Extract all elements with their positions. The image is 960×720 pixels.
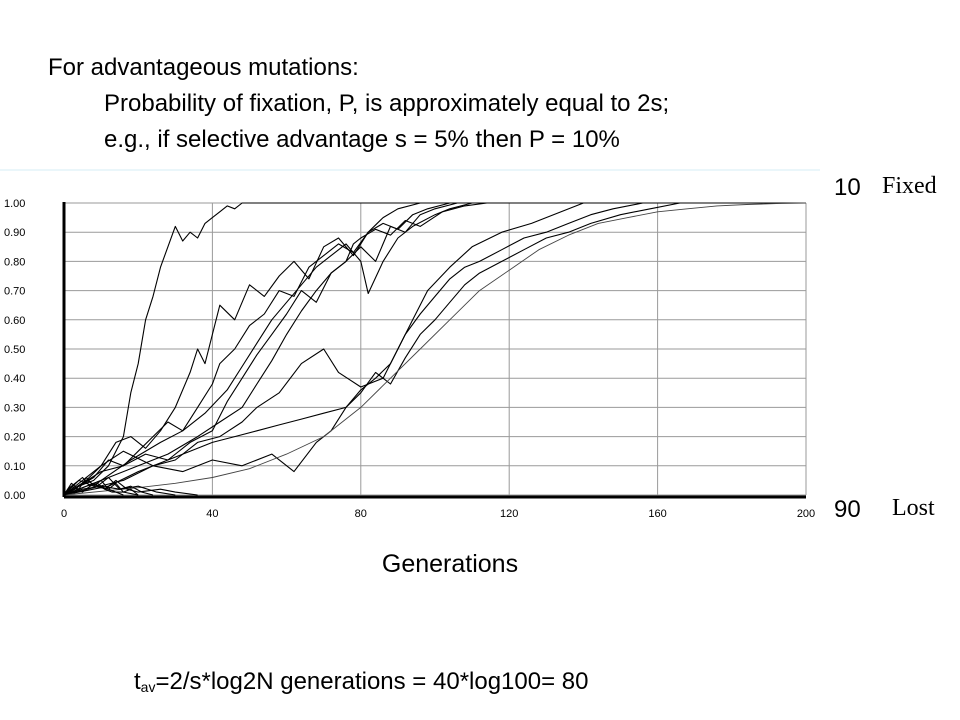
formula: tav=2/s*log2N generations = 40*log100= 8…	[134, 668, 588, 696]
y-tick-label: 0.60	[4, 315, 25, 327]
series-line-8	[63, 202, 806, 496]
series-line-10	[63, 202, 807, 496]
series-line-14	[63, 479, 124, 496]
series-line-12	[63, 476, 154, 496]
y-tick-label: 0.90	[4, 227, 25, 239]
series-line-4	[63, 202, 806, 496]
heading-line-1: For advantageous mutations:	[48, 54, 359, 81]
series-line-11	[63, 476, 139, 496]
series-line-16	[63, 485, 176, 496]
y-tick-label: 0.40	[4, 373, 25, 385]
chart-series	[63, 202, 807, 496]
y-tick-label: 1.00	[4, 198, 25, 210]
x-tick-label: 80	[355, 508, 367, 520]
heading: For advantageous mutations: Probability …	[48, 50, 669, 158]
lost-label: Lost	[892, 495, 935, 521]
fixed-label: Fixed	[882, 173, 937, 199]
x-tick-label: 120	[500, 508, 518, 520]
y-tick-label: 0.00	[4, 490, 25, 502]
x-tick-label: 0	[61, 508, 67, 520]
y-tick-labels: 0.00 0.10 0.20 0.30 0.40 0.50 0.60 0.70 0.80 0.90…	[4, 198, 25, 502]
x-tick-label: 40	[206, 508, 218, 520]
lost-count: 90	[834, 496, 861, 523]
formula-text: =2/s*log2N generations = 40*log100= 80	[155, 668, 589, 695]
x-axis-label: Generations	[382, 550, 518, 578]
series-line-7	[63, 202, 806, 496]
chart-grid	[64, 202, 807, 496]
heading-line-2: Probability of fixation, P, is approxima…	[104, 90, 670, 117]
fixation-chart: 0.00 0.10 0.20 0.30 0.40 0.50 0.60 0.70 0.80 0.90…	[0, 169, 937, 578]
series-line-9	[63, 202, 806, 496]
formula-subscript: av	[140, 679, 156, 695]
formula-t: t	[134, 668, 141, 695]
series-line-6	[63, 202, 806, 496]
y-tick-label: 0.80	[4, 256, 25, 268]
x-tick-label: 160	[648, 508, 666, 520]
y-tick-label: 0.70	[4, 286, 25, 298]
series-line-1	[63, 202, 806, 496]
fixed-count: 10	[834, 174, 861, 201]
x-tick-label: 200	[797, 508, 815, 520]
y-tick-label: 0.10	[4, 461, 25, 473]
heading-line-3: e.g., if selective advantage s = 5% then…	[104, 126, 620, 153]
y-tick-label: 0.50	[4, 344, 25, 356]
y-tick-label: 0.20	[4, 432, 25, 444]
series-line-15	[63, 476, 139, 496]
x-tick-labels: 0 40 80 120 160 200	[61, 508, 815, 520]
y-tick-label: 0.30	[4, 402, 25, 414]
series-line-3	[63, 202, 806, 496]
